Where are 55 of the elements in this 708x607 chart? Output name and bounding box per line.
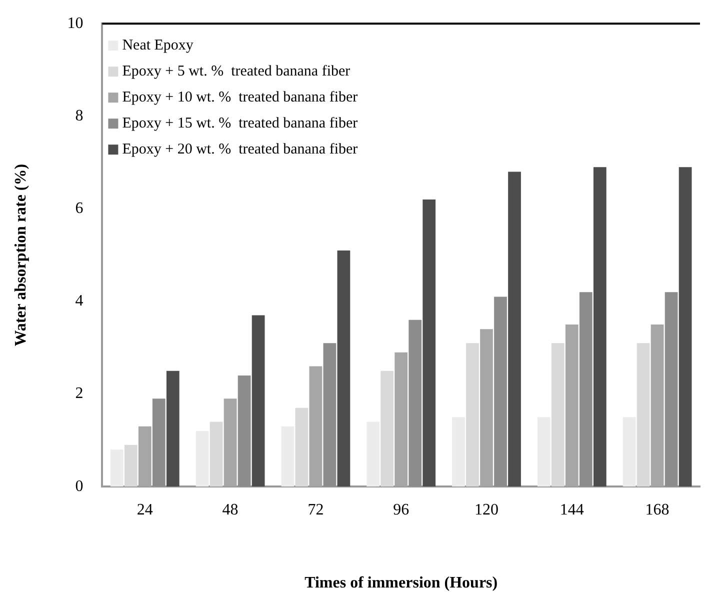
- bar: [565, 324, 578, 487]
- bar: [551, 343, 564, 487]
- bar: [394, 352, 408, 487]
- bar: [366, 422, 380, 487]
- y-tick-label: 6: [75, 200, 84, 218]
- bar: [664, 292, 678, 487]
- bar: [238, 375, 251, 487]
- bar: [152, 398, 166, 487]
- bar: [636, 343, 650, 487]
- bar: [210, 422, 223, 487]
- bar: [452, 417, 465, 487]
- x-tick-label: 96: [393, 501, 410, 518]
- bar: [537, 417, 550, 487]
- x-tick-label: 48: [222, 501, 238, 518]
- bar: [380, 370, 394, 487]
- legend-label: Neat Epoxy: [122, 38, 194, 54]
- bar: [110, 450, 124, 487]
- bar: [579, 292, 592, 487]
- bar: [224, 398, 237, 487]
- bar: [166, 370, 180, 487]
- legend-label: Epoxy + 15 wt. % treated banana fiber: [122, 116, 358, 132]
- x-axis-title: Times of immersion (Hours): [304, 574, 498, 592]
- y-tick-label: 2: [75, 385, 84, 402]
- bar: [196, 431, 209, 487]
- x-tick-label: 120: [474, 501, 498, 518]
- y-tick-label: 10: [67, 14, 84, 32]
- bar: [480, 329, 493, 487]
- legend-label: Epoxy + 10 wt. % treated banana fiber: [122, 90, 358, 106]
- x-tick-label: 144: [560, 501, 584, 518]
- bar: [593, 167, 606, 487]
- legend-label: Epoxy + 5 wt. % treated banana fiber: [122, 64, 350, 80]
- bar: [138, 426, 152, 487]
- y-axis-title: Water absorption rate (%): [12, 164, 30, 346]
- bar: [508, 172, 521, 487]
- bar: [678, 167, 692, 487]
- x-tick-label: 24: [136, 501, 153, 518]
- bar: [281, 426, 294, 487]
- y-tick-label: 8: [75, 107, 84, 124]
- bar: [295, 408, 308, 487]
- bar: [622, 417, 636, 487]
- bar: [124, 444, 138, 487]
- x-tick-label: 72: [308, 501, 324, 518]
- bar: [408, 320, 422, 487]
- y-tick-label: 4: [75, 292, 84, 310]
- bar: [466, 343, 479, 487]
- y-tick-label: 0: [75, 478, 84, 495]
- bar: [337, 250, 350, 487]
- bar: [650, 324, 664, 487]
- bar: [309, 366, 322, 487]
- bar: [494, 296, 507, 487]
- bar: [252, 315, 265, 487]
- bar: [422, 200, 436, 487]
- x-tick-label: 168: [645, 501, 670, 518]
- bar: [323, 343, 336, 487]
- legend-label: Epoxy + 20 wt. % treated banana fiber: [122, 142, 358, 158]
